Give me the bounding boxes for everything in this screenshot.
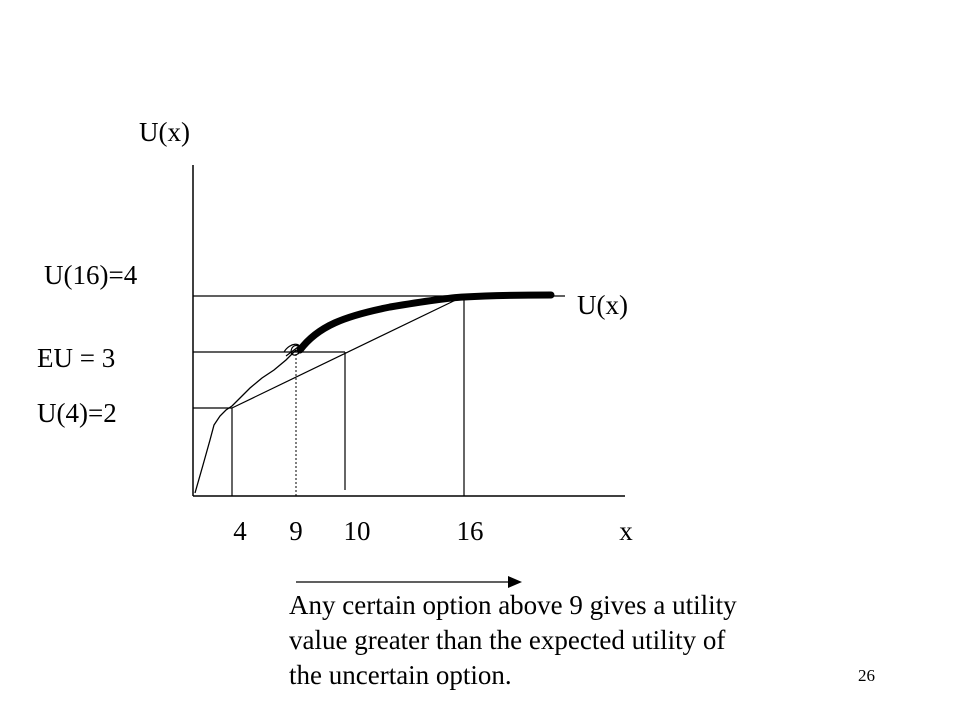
x-tick-9: 9 [289,516,303,546]
x-tick-16: 16 [456,516,484,546]
y-axis-label: U(x) [139,117,190,147]
note-line-1: Any certain option above 9 gives a utili… [289,590,737,620]
x-tick-10: 10 [343,516,371,546]
page-number: 26 [858,666,875,685]
u16-label: U(16)=4 [44,260,138,290]
expected-utility-chord [231,295,465,409]
note-line-3: the uncertain option. [289,660,512,690]
eu-label: EU = 3 [37,343,116,373]
explanation-note: Any certain option above 9 gives a utili… [289,588,849,693]
arrow-head-icon [508,576,522,588]
x-axis-label: x [619,516,633,546]
curve-label: U(x) [577,290,628,320]
x-tick-4: 4 [233,516,247,546]
note-line-2: value greater than the expected utility … [289,625,726,655]
utility-curve-lower [194,349,297,494]
u4-label: U(4)=2 [37,398,117,428]
utility-curve-upper [296,291,555,354]
